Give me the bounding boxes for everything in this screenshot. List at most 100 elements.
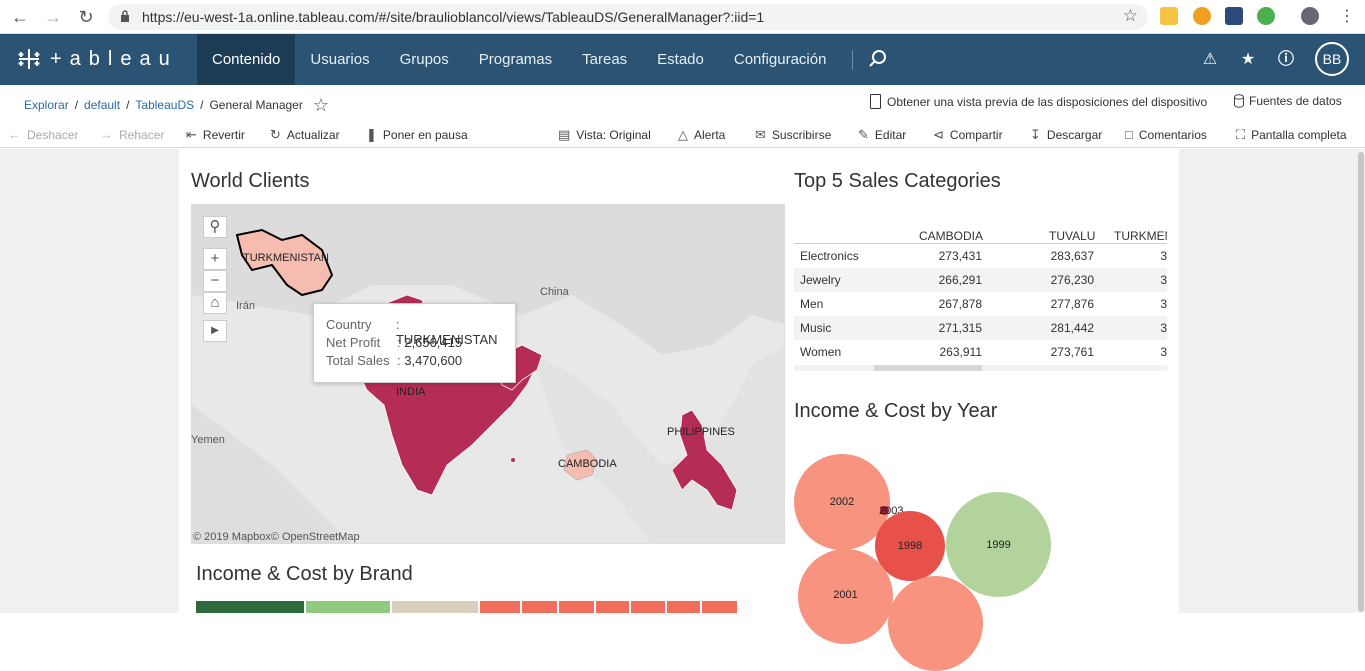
bell-icon: △ <box>678 127 688 142</box>
data-sources-button[interactable]: Fuentes de datos <box>1234 94 1342 108</box>
extension-icon[interactable] <box>1225 7 1243 25</box>
revert-button[interactable]: ⇤ Revertir <box>186 127 245 143</box>
row-value: 263,911 <box>939 345 983 359</box>
back-icon[interactable]: ← <box>11 7 29 27</box>
brand-cell[interactable] <box>596 601 629 613</box>
bubble-2002[interactable]: 2002 <box>794 454 890 550</box>
map-label-philippines: PHILIPPINES <box>667 426 735 438</box>
forward-icon[interactable]: → <box>44 7 62 27</box>
bubble-1999[interactable]: 1999 <box>946 492 1051 597</box>
brand-cell[interactable] <box>480 601 520 613</box>
table-row[interactable]: Jewelry 266,291 276,230 3 <box>794 268 1167 292</box>
profile-icon[interactable] <box>1301 7 1319 25</box>
bubble-2003-dot <box>880 506 889 515</box>
search-icon[interactable] <box>868 49 888 69</box>
alert-label: Alerta <box>694 128 726 142</box>
home-icon[interactable]: ⌂ <box>203 292 227 314</box>
favorites-star-icon[interactable]: ★ <box>1240 51 1256 68</box>
row-value: 273,431 <box>938 249 982 263</box>
fullscreen-button[interactable]: ⛶ Pantalla completa <box>1236 127 1347 143</box>
lock-icon <box>121 10 129 22</box>
redo-button[interactable]: → Rehacer <box>100 127 164 142</box>
browser-toolbar: ← → ↻ https://eu-west-1a.online.tableau.… <box>0 0 1365 34</box>
revert-icon: ⇤ <box>186 127 197 142</box>
expand-arrow-icon[interactable]: ▶ <box>203 320 227 342</box>
row-value: 273,761 <box>1050 345 1094 359</box>
undo-button[interactable]: ← Deshacer <box>8 127 78 142</box>
row-category: Jewelry <box>800 273 841 287</box>
share-icon: ⊲ <box>933 127 944 142</box>
nav-tareas[interactable]: Tareas <box>582 51 628 68</box>
table-header: CAMBODIA TUVALU TURKMEN <box>794 228 1167 244</box>
subscribe-button[interactable]: ✉ Suscribirse <box>755 127 831 143</box>
fullscreen-icon: ⛶ <box>1236 127 1246 142</box>
data-sources-label: Fuentes de datos <box>1249 94 1342 108</box>
view-button[interactable]: ▤ Vista: Original <box>558 127 651 143</box>
nav-configuracion[interactable]: Configuración <box>733 51 827 68</box>
extension-icon[interactable] <box>1257 7 1275 25</box>
nav-grupos[interactable]: Grupos <box>399 51 449 68</box>
refresh-button[interactable]: ↻ Actualizar <box>270 127 340 143</box>
extension-icon[interactable] <box>1193 7 1211 25</box>
bubble-2001[interactable]: 2001 <box>798 549 893 644</box>
nav-programas[interactable]: Programas <box>478 51 553 68</box>
brand-cell[interactable] <box>392 601 478 613</box>
bookmark-star-icon[interactable]: ☆ <box>1122 6 1138 25</box>
menu-dots-icon[interactable]: ⋮ <box>1339 8 1355 25</box>
table-row[interactable]: Women 263,911 273,761 3 <box>794 340 1167 364</box>
map-label-india: INDIA <box>396 386 426 398</box>
nav-contenido[interactable]: Contenido <box>197 34 296 85</box>
download-icon: ↧ <box>1030 127 1041 142</box>
zoom-out-icon[interactable]: − <box>203 270 227 292</box>
fullscreen-label: Pantalla completa <box>1251 128 1347 142</box>
view-icon: ▤ <box>558 127 571 142</box>
row-category: Men <box>800 297 824 311</box>
tableau-logo-icon <box>18 49 40 69</box>
download-button[interactable]: ↧ Descargar <box>1030 127 1102 143</box>
device-preview-button[interactable]: Obtener una vista previa de las disposic… <box>870 94 1207 109</box>
table-row[interactable]: Men 267,878 277,876 3 <box>794 292 1167 316</box>
comments-label: Comentarios <box>1138 127 1207 142</box>
brand-cell[interactable] <box>196 601 304 613</box>
refresh-label: Actualizar <box>286 128 340 142</box>
row-value: 277,876 <box>1050 297 1094 311</box>
info-icon[interactable]: ⓘ <box>1277 51 1294 68</box>
bubble-extra[interactable] <box>888 576 983 671</box>
tooltip-country-key: Country <box>326 317 372 332</box>
breadcrumb-default[interactable]: default <box>84 98 121 112</box>
share-button[interactable]: ⊲ Compartir <box>933 127 1003 143</box>
row-category: Music <box>800 321 832 335</box>
scrollbar-thumb[interactable] <box>1358 152 1364 612</box>
brand-cell[interactable] <box>631 601 665 613</box>
reload-icon[interactable]: ↻ <box>78 7 94 27</box>
map-label-iran: Irán <box>236 300 255 312</box>
bubble-1998[interactable]: 1998 <box>875 511 945 581</box>
brand-cell[interactable] <box>306 601 390 613</box>
map-search-icon[interactable]: ⚲ <box>203 216 227 238</box>
view-label: Vista: Original <box>576 128 651 142</box>
table-row[interactable]: Music 271,315 281,442 3 <box>794 316 1167 340</box>
nav-usuarios[interactable]: Usuarios <box>310 51 370 68</box>
comments-button[interactable]: □ Comentarios <box>1125 127 1207 142</box>
zoom-in-icon[interactable]: + <box>203 248 227 270</box>
breadcrumb-explorar[interactable]: Explorar <box>24 98 69 112</box>
warning-icon[interactable]: ⚠ <box>1202 51 1218 68</box>
user-avatar[interactable]: BB <box>1315 42 1349 76</box>
extension-icon[interactable] <box>1160 7 1178 25</box>
brand-cell[interactable] <box>702 601 737 613</box>
breadcrumb-tableauds[interactable]: TableauDS <box>135 98 195 112</box>
favorite-star-icon[interactable]: ☆ <box>312 95 329 115</box>
table-hscroll-thumb[interactable] <box>874 365 982 371</box>
brand-cell[interactable] <box>559 601 594 613</box>
alert-button[interactable]: △ Alerta <box>678 127 725 143</box>
nav-estado[interactable]: Estado <box>657 51 704 68</box>
address-bar[interactable]: https://eu-west-1a.online.tableau.com/#/… <box>108 4 1148 30</box>
brand-cell[interactable] <box>667 601 700 613</box>
col-header-tuvalu: TUVALU <box>1049 229 1096 243</box>
brand-cell[interactable] <box>522 601 557 613</box>
tableau-logo[interactable]: +ableau <box>16 46 178 72</box>
edit-button[interactable]: ✎ Editar <box>858 127 906 143</box>
table-row[interactable]: Electronics 273,431 283,637 3 <box>794 244 1167 268</box>
pause-button[interactable]: ❚ Poner en pausa <box>366 127 468 143</box>
row-value: 271,315 <box>938 321 982 335</box>
